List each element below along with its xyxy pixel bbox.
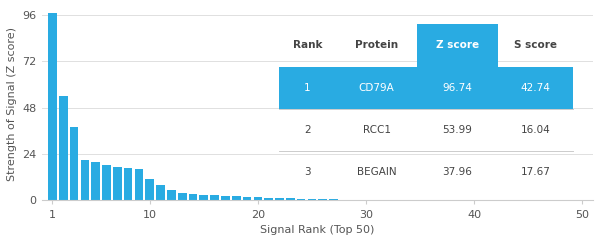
Bar: [329, 199, 338, 200]
Y-axis label: Strength of Signal (Z score): Strength of Signal (Z score): [7, 27, 17, 181]
Bar: [221, 196, 230, 200]
Bar: [254, 197, 262, 200]
Bar: [102, 165, 111, 200]
Bar: [286, 198, 295, 200]
Bar: [188, 194, 197, 200]
Bar: [243, 197, 251, 200]
Bar: [340, 199, 349, 200]
Bar: [319, 199, 327, 200]
Bar: [91, 162, 100, 200]
Bar: [59, 96, 68, 200]
Text: BEGAIN: BEGAIN: [356, 167, 397, 177]
Bar: [156, 185, 165, 200]
Bar: [178, 193, 187, 200]
Text: 96.74: 96.74: [443, 83, 472, 93]
Text: 1: 1: [304, 83, 311, 93]
Bar: [70, 127, 79, 200]
Text: 42.74: 42.74: [521, 83, 550, 93]
Bar: [232, 196, 241, 200]
X-axis label: Signal Rank (Top 50): Signal Rank (Top 50): [260, 225, 374, 235]
Text: Rank: Rank: [293, 40, 322, 50]
Bar: [145, 179, 154, 200]
Bar: [113, 166, 122, 200]
Bar: [297, 199, 305, 200]
Bar: [210, 195, 219, 200]
Text: 37.96: 37.96: [443, 167, 472, 177]
Text: 2: 2: [304, 125, 311, 135]
Bar: [80, 160, 89, 200]
Text: Z score: Z score: [436, 40, 479, 50]
Text: CD79A: CD79A: [359, 83, 394, 93]
Bar: [124, 167, 133, 200]
Text: Protein: Protein: [355, 40, 398, 50]
Text: RCC1: RCC1: [362, 125, 391, 135]
Bar: [134, 168, 143, 200]
Text: 17.67: 17.67: [521, 167, 550, 177]
Bar: [308, 199, 316, 200]
Bar: [199, 195, 208, 200]
Text: 3: 3: [304, 167, 311, 177]
Text: 16.04: 16.04: [521, 125, 550, 135]
Text: 53.99: 53.99: [443, 125, 472, 135]
Bar: [275, 198, 284, 200]
Text: S score: S score: [514, 40, 557, 50]
Bar: [48, 13, 57, 200]
Bar: [265, 197, 273, 200]
Bar: [167, 190, 176, 200]
